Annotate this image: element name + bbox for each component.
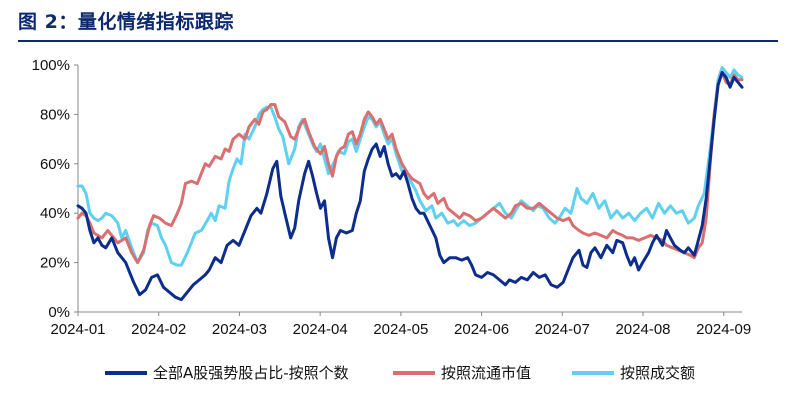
y-tick-label: 40% [40,205,70,222]
series-line-2 [76,66,744,267]
y-tick-label: 0% [48,304,70,321]
y-tick-label: 80% [40,106,70,123]
x-tick-label: 2024-05 [373,321,428,338]
axes: 0% 20% 40% 60% 80% 100% 2024-01 2024-02 2024-03 2… [32,57,752,338]
chart-title: 图 2：量化情绪指标跟踪 [18,11,234,33]
legend-label-0: 全部A股强势股占比-按照个数 [153,364,349,382]
x-tick-label: 2024-01 [50,321,105,338]
y-tick-label: 20% [40,255,70,272]
x-tick-label: 2024-09 [696,321,751,338]
series-line-1 [76,70,744,265]
x-tick-label: 2024-04 [293,321,348,338]
y-tick-label: 60% [40,156,70,173]
x-tick-label: 2024-03 [212,321,267,338]
legend-label-2: 按照成交额 [620,364,695,382]
title-rule [18,40,778,42]
legend-label-1: 按照流通市值 [441,364,531,382]
series-lines [76,66,744,302]
x-tick-label: 2024-08 [615,321,670,338]
y-tick-label: 100% [32,57,70,74]
legend: 全部A股强势股占比-按照个数 按照流通市值 按照成交额 [105,364,695,382]
x-tick-label: 2024-02 [131,321,186,338]
series-line-0 [76,70,744,302]
x-tick-label: 2024-06 [454,321,509,338]
x-tick-label: 2024-07 [535,321,590,338]
